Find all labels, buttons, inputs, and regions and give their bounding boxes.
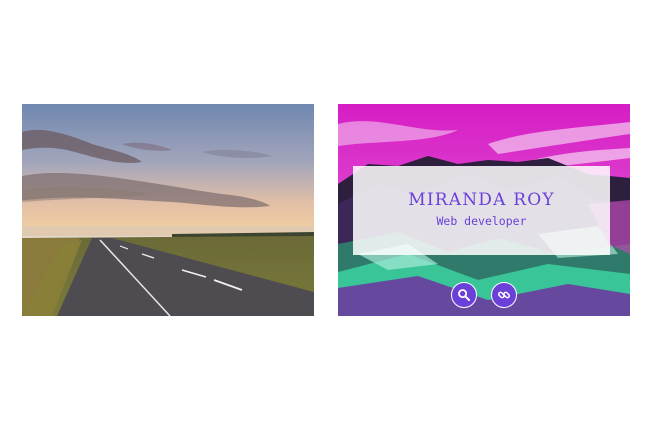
profile-name: MIRANDA ROY [408, 190, 555, 210]
link-icon [498, 291, 510, 299]
search-button[interactable] [451, 282, 477, 308]
profile-caption: MIRANDA ROY Web developer [353, 166, 610, 255]
road-sunrise-image [22, 104, 314, 316]
road-photo-card [22, 104, 314, 316]
link-button[interactable] [491, 282, 517, 308]
profile-card: MIRANDA ROY Web developer [338, 104, 630, 316]
profile-role: Web developer [436, 214, 527, 228]
search-icon [458, 289, 470, 301]
